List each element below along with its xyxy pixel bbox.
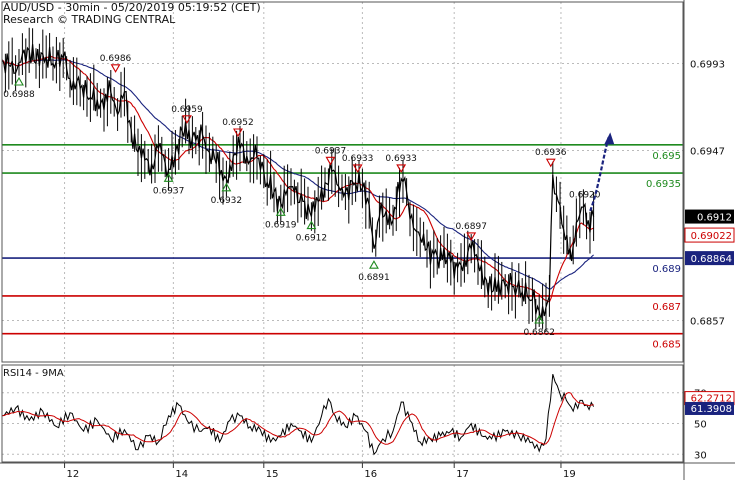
swing-high-label: 0.6937: [315, 146, 347, 156]
forecast-arrow-head: [604, 132, 615, 145]
swing-low-marker: [306, 220, 317, 230]
rsi-pane-frame: [1, 364, 684, 463]
key-level-label: 0.6935: [646, 179, 681, 190]
key-level-label: 0.695: [652, 151, 681, 162]
swing-high-marker: [545, 158, 556, 168]
swing-low-marker: [369, 260, 379, 269]
swing-high-marker: [325, 156, 336, 166]
swing-markers: 0.6988 0.6986 0.6959 0.6952 0.6937 0.6932 0.69…: [3, 54, 601, 338]
swing-high-marker: [182, 115, 192, 124]
rsi-value-tag-label: 61.3908: [691, 404, 732, 415]
swing-low-label: 0.6919: [265, 220, 297, 230]
key-level-label: 0.689: [652, 264, 681, 275]
x-tick-label: 15: [266, 469, 279, 480]
swing-high-marker: [233, 128, 243, 138]
x-tick-label: 19: [563, 469, 576, 480]
rsi-ma-tag-label: 62.2712: [691, 394, 732, 405]
price-line: [1, 44, 595, 321]
swing-low-marker: [275, 207, 286, 216]
x-tick-label: 12: [67, 469, 80, 480]
key-level-lines: 0.695 0.6935 0.689 0.68864 0.687 0.685: [2, 143, 734, 351]
rsi-value-tag: [685, 401, 734, 415]
main-pane-frame: [1, 1, 684, 363]
swing-low-marker: [221, 182, 232, 192]
rsi-tick-label: 30: [694, 450, 707, 461]
ma-value-tag: [684, 227, 735, 243]
level-price-tag: [685, 251, 734, 266]
swing-low-label: 0.6988: [3, 90, 35, 100]
swing-low-label: 0.6937: [153, 186, 185, 196]
swing-high-marker: [396, 164, 407, 173]
swing-high-label: 0.6959: [171, 105, 203, 115]
point-label: 0.6920: [569, 190, 601, 200]
ma-value-label: 0.69022: [691, 231, 732, 242]
swing-low-marker: [163, 173, 174, 182]
rsi-ma-line: [1, 391, 594, 445]
x-tick-label: 16: [364, 469, 377, 480]
x-tick-label: 17: [456, 469, 469, 480]
level-price-tag-label: 0.68864: [691, 254, 732, 265]
forecast-arrow: [589, 132, 615, 212]
swing-high-marker: [110, 64, 121, 73]
y-tick-label: 0.6857: [690, 316, 725, 327]
swing-high-label: 0.6897: [455, 222, 487, 232]
swing-high-label: 0.6936: [535, 148, 567, 158]
swing-low-label: 0.6891: [358, 273, 390, 283]
swing-high-label: 0.6952: [222, 118, 254, 128]
chart-title: AUD/USD - 30min - 05/20/2019 05:19:52 (C…: [3, 1, 261, 14]
swing-high-label: 0.6986: [100, 54, 132, 64]
key-level-label: 0.685: [652, 340, 681, 351]
swing-low-label: 0.6932: [211, 196, 243, 206]
chart-source: Research © TRADING CENTRAL: [3, 13, 176, 26]
swing-high-label: 0.6933: [342, 154, 374, 164]
rsi-line: [1, 374, 595, 456]
current-price-label: 0.6912: [697, 213, 732, 224]
swing-low-marker: [14, 76, 24, 86]
swing-low-marker: [534, 314, 545, 324]
y-tick-label: 0.6993: [690, 60, 725, 71]
swing-high-marker: [352, 164, 363, 173]
rsi-title: RSI14 - 9MA: [3, 368, 64, 379]
swing-low-label: 0.6862: [523, 328, 555, 338]
forecast-arrow-path: [589, 135, 611, 212]
rsi-tick-label: 50: [694, 420, 707, 431]
y-tick-label: 0.6947: [690, 146, 725, 157]
swing-high-label: 0.6933: [385, 154, 417, 164]
x-tick-label: 14: [175, 469, 188, 480]
swing-high-marker: [466, 232, 477, 241]
swing-low-label: 0.6912: [296, 234, 328, 244]
rsi-panel: [1, 374, 595, 456]
key-level-label: 0.687: [652, 302, 681, 313]
current-price-tag: [685, 209, 734, 224]
